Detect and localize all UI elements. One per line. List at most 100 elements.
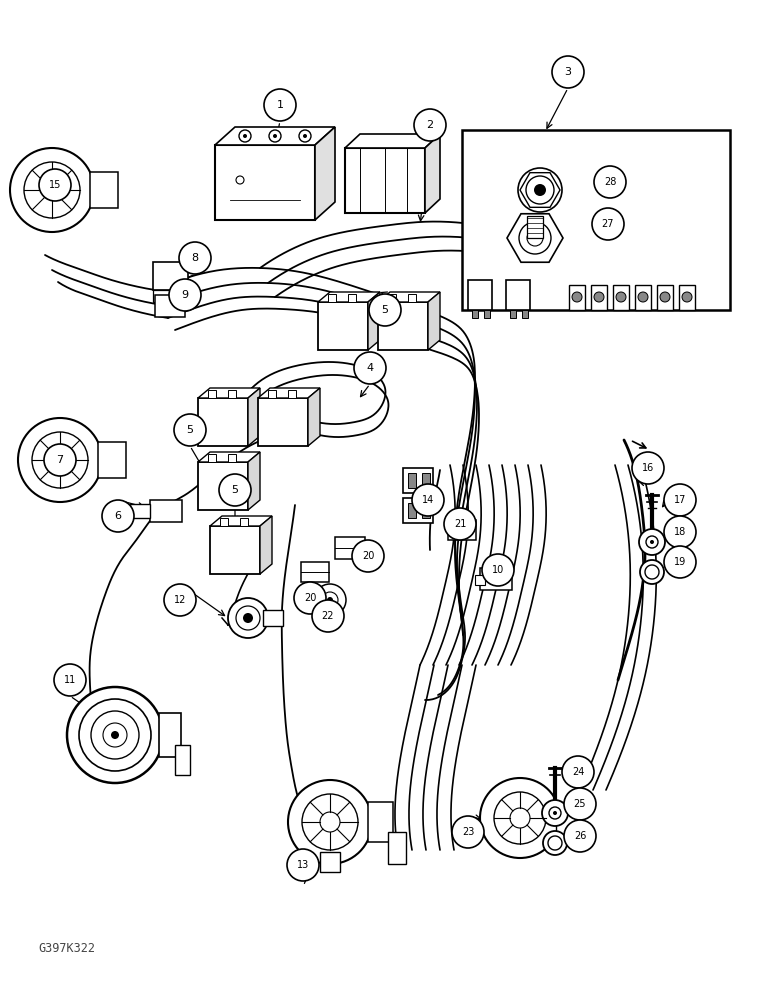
Bar: [198, 398, 248, 446]
Text: 2: 2: [426, 120, 434, 130]
Circle shape: [111, 731, 119, 739]
Bar: [268, 390, 276, 398]
Circle shape: [549, 807, 561, 819]
Bar: [591, 285, 607, 310]
Circle shape: [543, 831, 567, 855]
Bar: [480, 568, 512, 590]
Text: 24: 24: [572, 767, 584, 777]
Polygon shape: [507, 214, 563, 262]
Circle shape: [67, 687, 163, 783]
Bar: [408, 473, 416, 488]
Polygon shape: [378, 292, 440, 302]
Circle shape: [44, 444, 76, 476]
Circle shape: [228, 598, 268, 638]
Bar: [556, 802, 576, 834]
Bar: [155, 295, 185, 317]
Text: 20: 20: [362, 551, 374, 561]
Text: 28: 28: [604, 177, 616, 187]
Circle shape: [322, 592, 338, 608]
Text: 16: 16: [642, 463, 654, 473]
Bar: [90, 172, 118, 208]
Bar: [468, 280, 492, 310]
Bar: [403, 498, 433, 523]
Text: 13: 13: [297, 860, 309, 870]
Text: 20: 20: [304, 593, 317, 603]
Circle shape: [592, 208, 624, 240]
Polygon shape: [198, 452, 260, 462]
Circle shape: [169, 279, 201, 311]
Circle shape: [354, 352, 386, 384]
Circle shape: [572, 292, 582, 302]
Text: 8: 8: [191, 253, 198, 263]
Bar: [378, 302, 428, 350]
Circle shape: [320, 812, 340, 832]
Bar: [320, 852, 340, 872]
Text: 21: 21: [454, 519, 466, 529]
Bar: [679, 285, 695, 310]
Circle shape: [660, 292, 670, 302]
Circle shape: [640, 560, 664, 584]
Bar: [159, 713, 181, 757]
Circle shape: [638, 292, 648, 302]
Bar: [318, 302, 368, 350]
Polygon shape: [210, 516, 272, 526]
Circle shape: [239, 130, 251, 142]
Bar: [657, 285, 673, 310]
Text: G397K322: G397K322: [38, 942, 95, 955]
Polygon shape: [308, 388, 320, 446]
Text: 5: 5: [187, 425, 194, 435]
Circle shape: [552, 56, 584, 88]
Circle shape: [179, 242, 211, 274]
Bar: [408, 503, 416, 518]
Circle shape: [664, 484, 696, 516]
Circle shape: [32, 432, 88, 488]
Circle shape: [24, 162, 80, 218]
Text: 5: 5: [381, 305, 388, 315]
Bar: [153, 262, 188, 290]
Circle shape: [482, 554, 514, 586]
Circle shape: [264, 89, 296, 121]
Bar: [422, 473, 430, 488]
Polygon shape: [368, 292, 380, 350]
Circle shape: [616, 292, 626, 302]
Text: 27: 27: [601, 219, 615, 229]
Circle shape: [639, 529, 665, 555]
Polygon shape: [258, 388, 320, 398]
Circle shape: [269, 130, 281, 142]
Text: 15: 15: [49, 180, 61, 190]
Bar: [335, 537, 365, 559]
Circle shape: [39, 169, 71, 201]
Text: 19: 19: [674, 557, 686, 567]
Circle shape: [54, 664, 86, 696]
Text: 14: 14: [422, 495, 434, 505]
Bar: [258, 398, 308, 446]
Bar: [510, 310, 516, 318]
Bar: [422, 503, 430, 518]
Bar: [408, 294, 416, 302]
Circle shape: [527, 230, 543, 246]
Circle shape: [18, 418, 102, 502]
Circle shape: [174, 414, 206, 446]
Bar: [215, 145, 315, 220]
Bar: [150, 500, 182, 522]
Circle shape: [302, 794, 358, 850]
Circle shape: [352, 540, 384, 572]
Text: 23: 23: [462, 827, 474, 837]
Polygon shape: [248, 452, 260, 510]
Bar: [228, 454, 236, 462]
Circle shape: [542, 800, 568, 826]
Circle shape: [50, 450, 70, 470]
Polygon shape: [248, 388, 260, 446]
Circle shape: [312, 600, 344, 632]
Circle shape: [452, 816, 484, 848]
Polygon shape: [318, 292, 380, 302]
Bar: [613, 285, 629, 310]
Circle shape: [314, 584, 346, 616]
Circle shape: [273, 134, 277, 138]
Text: 5: 5: [232, 485, 239, 495]
Bar: [288, 390, 296, 398]
Bar: [569, 285, 585, 310]
Polygon shape: [215, 127, 335, 145]
Circle shape: [303, 134, 307, 138]
Circle shape: [562, 756, 594, 788]
